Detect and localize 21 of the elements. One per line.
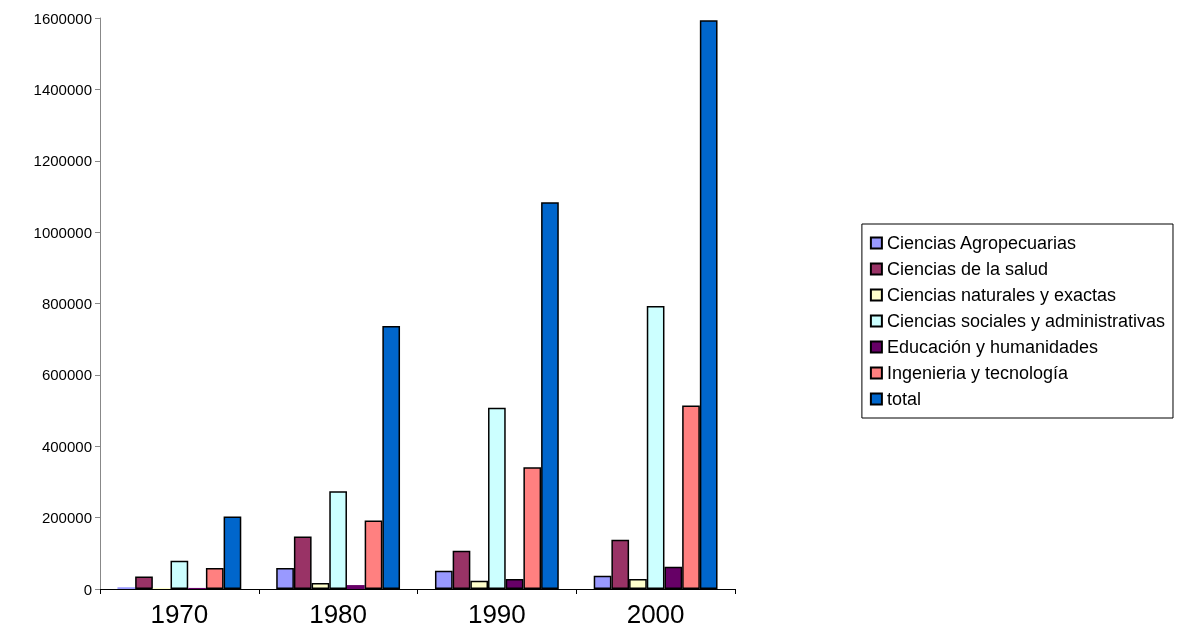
y-tick-label: 0 xyxy=(83,580,92,598)
y-tick-label: 200000 xyxy=(41,509,92,527)
x-tick-label: 1990 xyxy=(467,599,526,629)
y-tick-label: 1600000 xyxy=(33,9,92,27)
legend-label: Educación y humanidades xyxy=(886,337,1099,357)
y-tick-label: 800000 xyxy=(41,295,92,312)
legend-label: Ciencias naturales y exactas xyxy=(886,285,1117,305)
legend-label: Ingenieria y tecnología xyxy=(886,363,1070,383)
x-tick-label: 1980 xyxy=(309,599,368,629)
legend-label: Ciencias Agropecuarias xyxy=(886,233,1077,253)
legend-label: Ciencias de la salud xyxy=(886,259,1049,279)
y-tick-label: 1000000 xyxy=(33,223,92,241)
y-tick-label: 600000 xyxy=(41,366,92,384)
y-tick-label: 1400000 xyxy=(33,80,92,98)
y-tick-label: 400000 xyxy=(41,437,92,455)
legend-label: Ciencias sociales y administrativas xyxy=(886,311,1166,331)
x-tick-label: 2000 xyxy=(626,599,685,629)
y-tick-label: 1200000 xyxy=(33,152,92,170)
legend-label: total xyxy=(886,389,921,409)
x-tick-label: 1970 xyxy=(150,599,209,629)
bar xyxy=(346,585,365,589)
